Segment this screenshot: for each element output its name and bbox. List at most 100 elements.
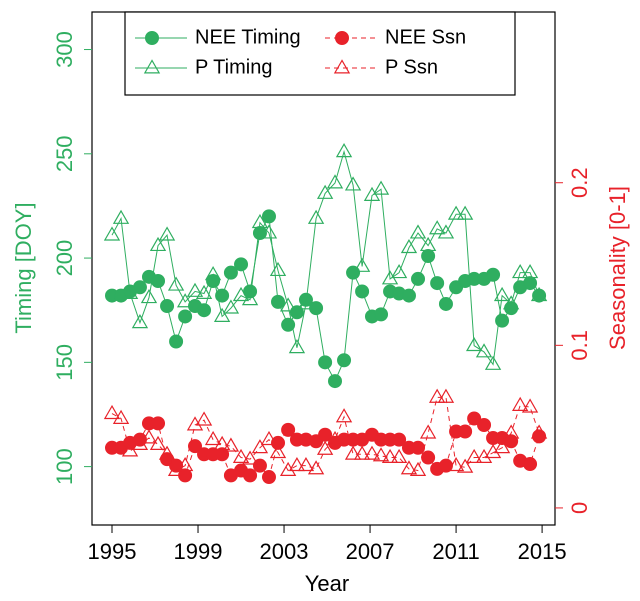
marker [309,301,324,316]
marker [178,309,193,324]
marker [167,461,185,477]
x-axis-label: Year [305,571,349,596]
marker [493,439,511,454]
marker [411,440,426,455]
marker [213,307,231,322]
marker [511,396,529,411]
marker [335,143,353,158]
marker [484,443,502,459]
marker [232,448,250,463]
marker [234,257,249,272]
marker [169,334,184,349]
marker [344,445,362,460]
marker [261,209,276,224]
legend-marker [143,59,161,74]
marker [363,445,381,460]
marker [197,303,212,318]
marker [121,284,139,299]
marker [204,430,222,446]
marker [372,180,390,195]
marker [222,299,240,314]
marker [532,429,547,444]
marker [269,443,287,459]
marker [467,411,482,426]
marker [131,314,149,329]
marker [326,430,344,446]
marker [337,353,352,368]
legend-marker [335,31,349,45]
marker [232,286,250,302]
marker [335,408,353,423]
marker [307,209,325,224]
marker [297,295,315,310]
marker [288,456,306,472]
marker [477,418,492,433]
marker [390,263,408,279]
marker [251,439,269,454]
marker [140,288,158,304]
marker [521,263,539,279]
marker [401,288,416,303]
marker [112,209,130,224]
marker [215,288,230,303]
marker [447,205,465,220]
marker [438,296,453,311]
x-tick-label: 2011 [432,539,479,564]
y-tick-label: 150 [52,344,77,381]
marker [475,448,493,463]
marker [400,238,418,254]
marker [195,411,213,426]
marker [132,280,147,295]
marker [353,257,371,272]
marker [160,299,175,314]
marker [456,205,474,220]
marker [346,265,361,280]
marker [112,409,130,424]
marker [271,294,286,309]
marker [465,336,483,352]
marker [188,439,203,454]
marker [475,343,493,358]
legend-label: NEE Timing [195,26,301,48]
marker [484,355,502,370]
marker [204,266,222,281]
marker [167,276,185,291]
marker [176,456,194,472]
marker [158,226,176,241]
x-tick-label: 2015 [518,539,567,564]
marker [523,457,538,472]
marker [195,284,213,299]
y2-tick-label: 0.1 [567,330,592,361]
marker [353,445,371,460]
marker [149,435,167,450]
x-tick-label: 1999 [174,539,223,564]
marker [530,424,548,439]
marker [176,293,194,308]
y2-tick-label: 0 [567,502,592,514]
marker [288,339,306,354]
marker [458,424,473,439]
marker [502,424,520,439]
marker [318,355,333,370]
marker [437,224,455,239]
marker [372,447,390,462]
legend-marker [333,59,351,74]
x-tick-label: 2007 [346,539,395,564]
marker [421,450,436,465]
y-axis-label: Timing [DOY] [11,202,36,333]
marker [502,295,520,310]
y-tick-label: 300 [52,31,77,68]
marker [243,468,258,483]
marker [186,282,204,297]
marker [530,286,548,302]
marker [213,435,231,450]
marker [486,267,501,282]
marker [289,305,304,320]
marker [390,448,408,463]
marker [465,448,483,463]
x-tick-label: 1995 [88,539,137,564]
marker [381,448,399,463]
legend-label: P Timing [195,56,272,78]
marker [428,220,446,235]
